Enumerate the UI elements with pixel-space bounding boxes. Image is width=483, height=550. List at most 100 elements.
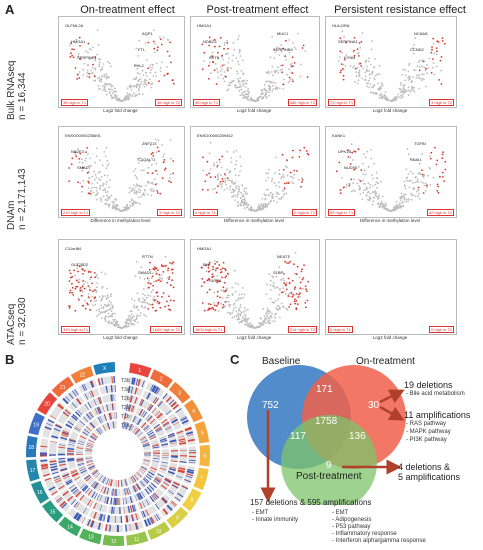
cnv-band — [49, 460, 57, 463]
volcano-point-grey — [95, 176, 98, 179]
count-left: 73 high in T1 — [328, 99, 356, 106]
volcano-point-grey — [141, 193, 144, 196]
cnv-band — [77, 514, 82, 522]
volcano-point-grey — [254, 100, 256, 102]
cnv-band — [157, 473, 164, 478]
volcano-point-grey — [247, 92, 250, 95]
volcano-point-grey — [268, 72, 270, 75]
track-background — [109, 421, 118, 429]
cnv-band — [80, 469, 88, 474]
cnv-band — [89, 423, 95, 429]
track-label: T3a — [121, 387, 130, 393]
volcano-point-grey — [241, 321, 244, 324]
volcano-point-grey — [270, 71, 273, 73]
track-background — [154, 493, 171, 510]
cnv-band — [111, 488, 113, 496]
volcano-point-grey — [142, 301, 144, 304]
volcano-point-grey — [234, 282, 237, 285]
volcano-point-red — [441, 37, 444, 39]
cnv-band — [91, 491, 96, 498]
volcano-point-red — [354, 67, 357, 70]
cnv-band — [128, 423, 132, 431]
volcano-point-red — [82, 280, 84, 282]
cnv-band — [76, 398, 82, 405]
volcano-point-red — [224, 269, 227, 272]
volcano-point-grey — [100, 299, 103, 302]
volcano-point-red — [207, 189, 209, 191]
volcano-point-red — [147, 172, 149, 174]
volcano-point-grey — [280, 278, 282, 281]
volcano-point-grey — [247, 322, 250, 325]
volcano-point-grey — [419, 77, 421, 80]
gene-label: ZNF213 — [142, 141, 157, 146]
volcano-point-red — [171, 279, 173, 282]
volcano-point-grey — [107, 316, 110, 318]
volcano-point-red — [431, 46, 433, 48]
cnv-band — [156, 428, 163, 433]
volcano-point-grey — [118, 99, 121, 102]
volcano-point-grey — [128, 317, 130, 320]
chromosome-label: 19 — [33, 422, 39, 428]
volcano-point-grey — [111, 304, 113, 307]
volcano-point-grey — [126, 318, 128, 321]
volcano-point-red — [155, 309, 158, 312]
volcano-point-grey — [287, 81, 290, 84]
volcano-point-grey — [240, 197, 242, 199]
cnv-band — [104, 523, 108, 532]
cnv-band — [59, 463, 67, 467]
volcano-point-grey — [260, 208, 262, 211]
chromosome-label: 7 — [200, 477, 203, 483]
track-background — [92, 502, 108, 513]
volcano-point-red — [208, 308, 210, 311]
volcano-point-grey — [100, 78, 102, 80]
volcano-point-grey — [279, 69, 282, 72]
track-background — [90, 468, 101, 479]
volcano-point-red — [225, 289, 228, 292]
volcano-point-grey — [284, 165, 287, 167]
volcano-point-red — [81, 185, 84, 188]
gene-label: TGFBI — [414, 141, 426, 146]
volcano-point-grey — [432, 42, 435, 45]
volcano-point-grey — [228, 305, 231, 308]
volcano-point-red — [347, 149, 349, 151]
volcano-point-grey — [262, 206, 265, 208]
volcano-point-grey — [243, 293, 246, 296]
cnv-band — [138, 469, 145, 475]
volcano-point-red — [441, 157, 444, 159]
volcano-point-grey — [142, 288, 145, 290]
volcano-point-grey — [109, 308, 111, 311]
volcano-point-grey — [98, 178, 100, 181]
volcano-point-grey — [403, 184, 406, 186]
volcano-point-grey — [232, 307, 235, 310]
cnv-band — [99, 513, 103, 521]
volcano-point-grey — [87, 293, 90, 295]
volcano-point-red — [214, 176, 217, 178]
volcano-point-red — [167, 269, 169, 272]
cnv-band — [58, 453, 66, 455]
volcano-point-grey — [157, 139, 160, 142]
volcano-point-red — [290, 292, 293, 294]
volcano-point-red — [224, 267, 226, 270]
cnv-band — [153, 386, 159, 394]
volcano-point-grey — [398, 96, 401, 99]
cnv-band — [104, 477, 108, 485]
volcano-point-grey — [238, 89, 241, 92]
cnv-band — [85, 457, 93, 459]
gene-label: UPK1B — [338, 149, 352, 154]
cnv-band — [72, 473, 79, 478]
cnv-band — [125, 497, 128, 505]
volcano-point-grey — [88, 58, 91, 60]
volcano-point-grey — [408, 62, 411, 65]
volcano-point-grey — [343, 35, 345, 38]
volcano-point-grey — [145, 71, 147, 74]
volcano-point-grey — [361, 162, 364, 165]
cnv-band — [113, 506, 115, 514]
volcano-point-grey — [268, 273, 271, 275]
volcano-point-red — [93, 272, 96, 274]
cnv-band — [104, 496, 107, 504]
cnv-band — [58, 444, 66, 446]
volcano-point-red — [435, 47, 438, 49]
cnv-band — [103, 486, 107, 494]
track-background — [141, 458, 151, 467]
volcano-point-grey — [366, 187, 369, 190]
